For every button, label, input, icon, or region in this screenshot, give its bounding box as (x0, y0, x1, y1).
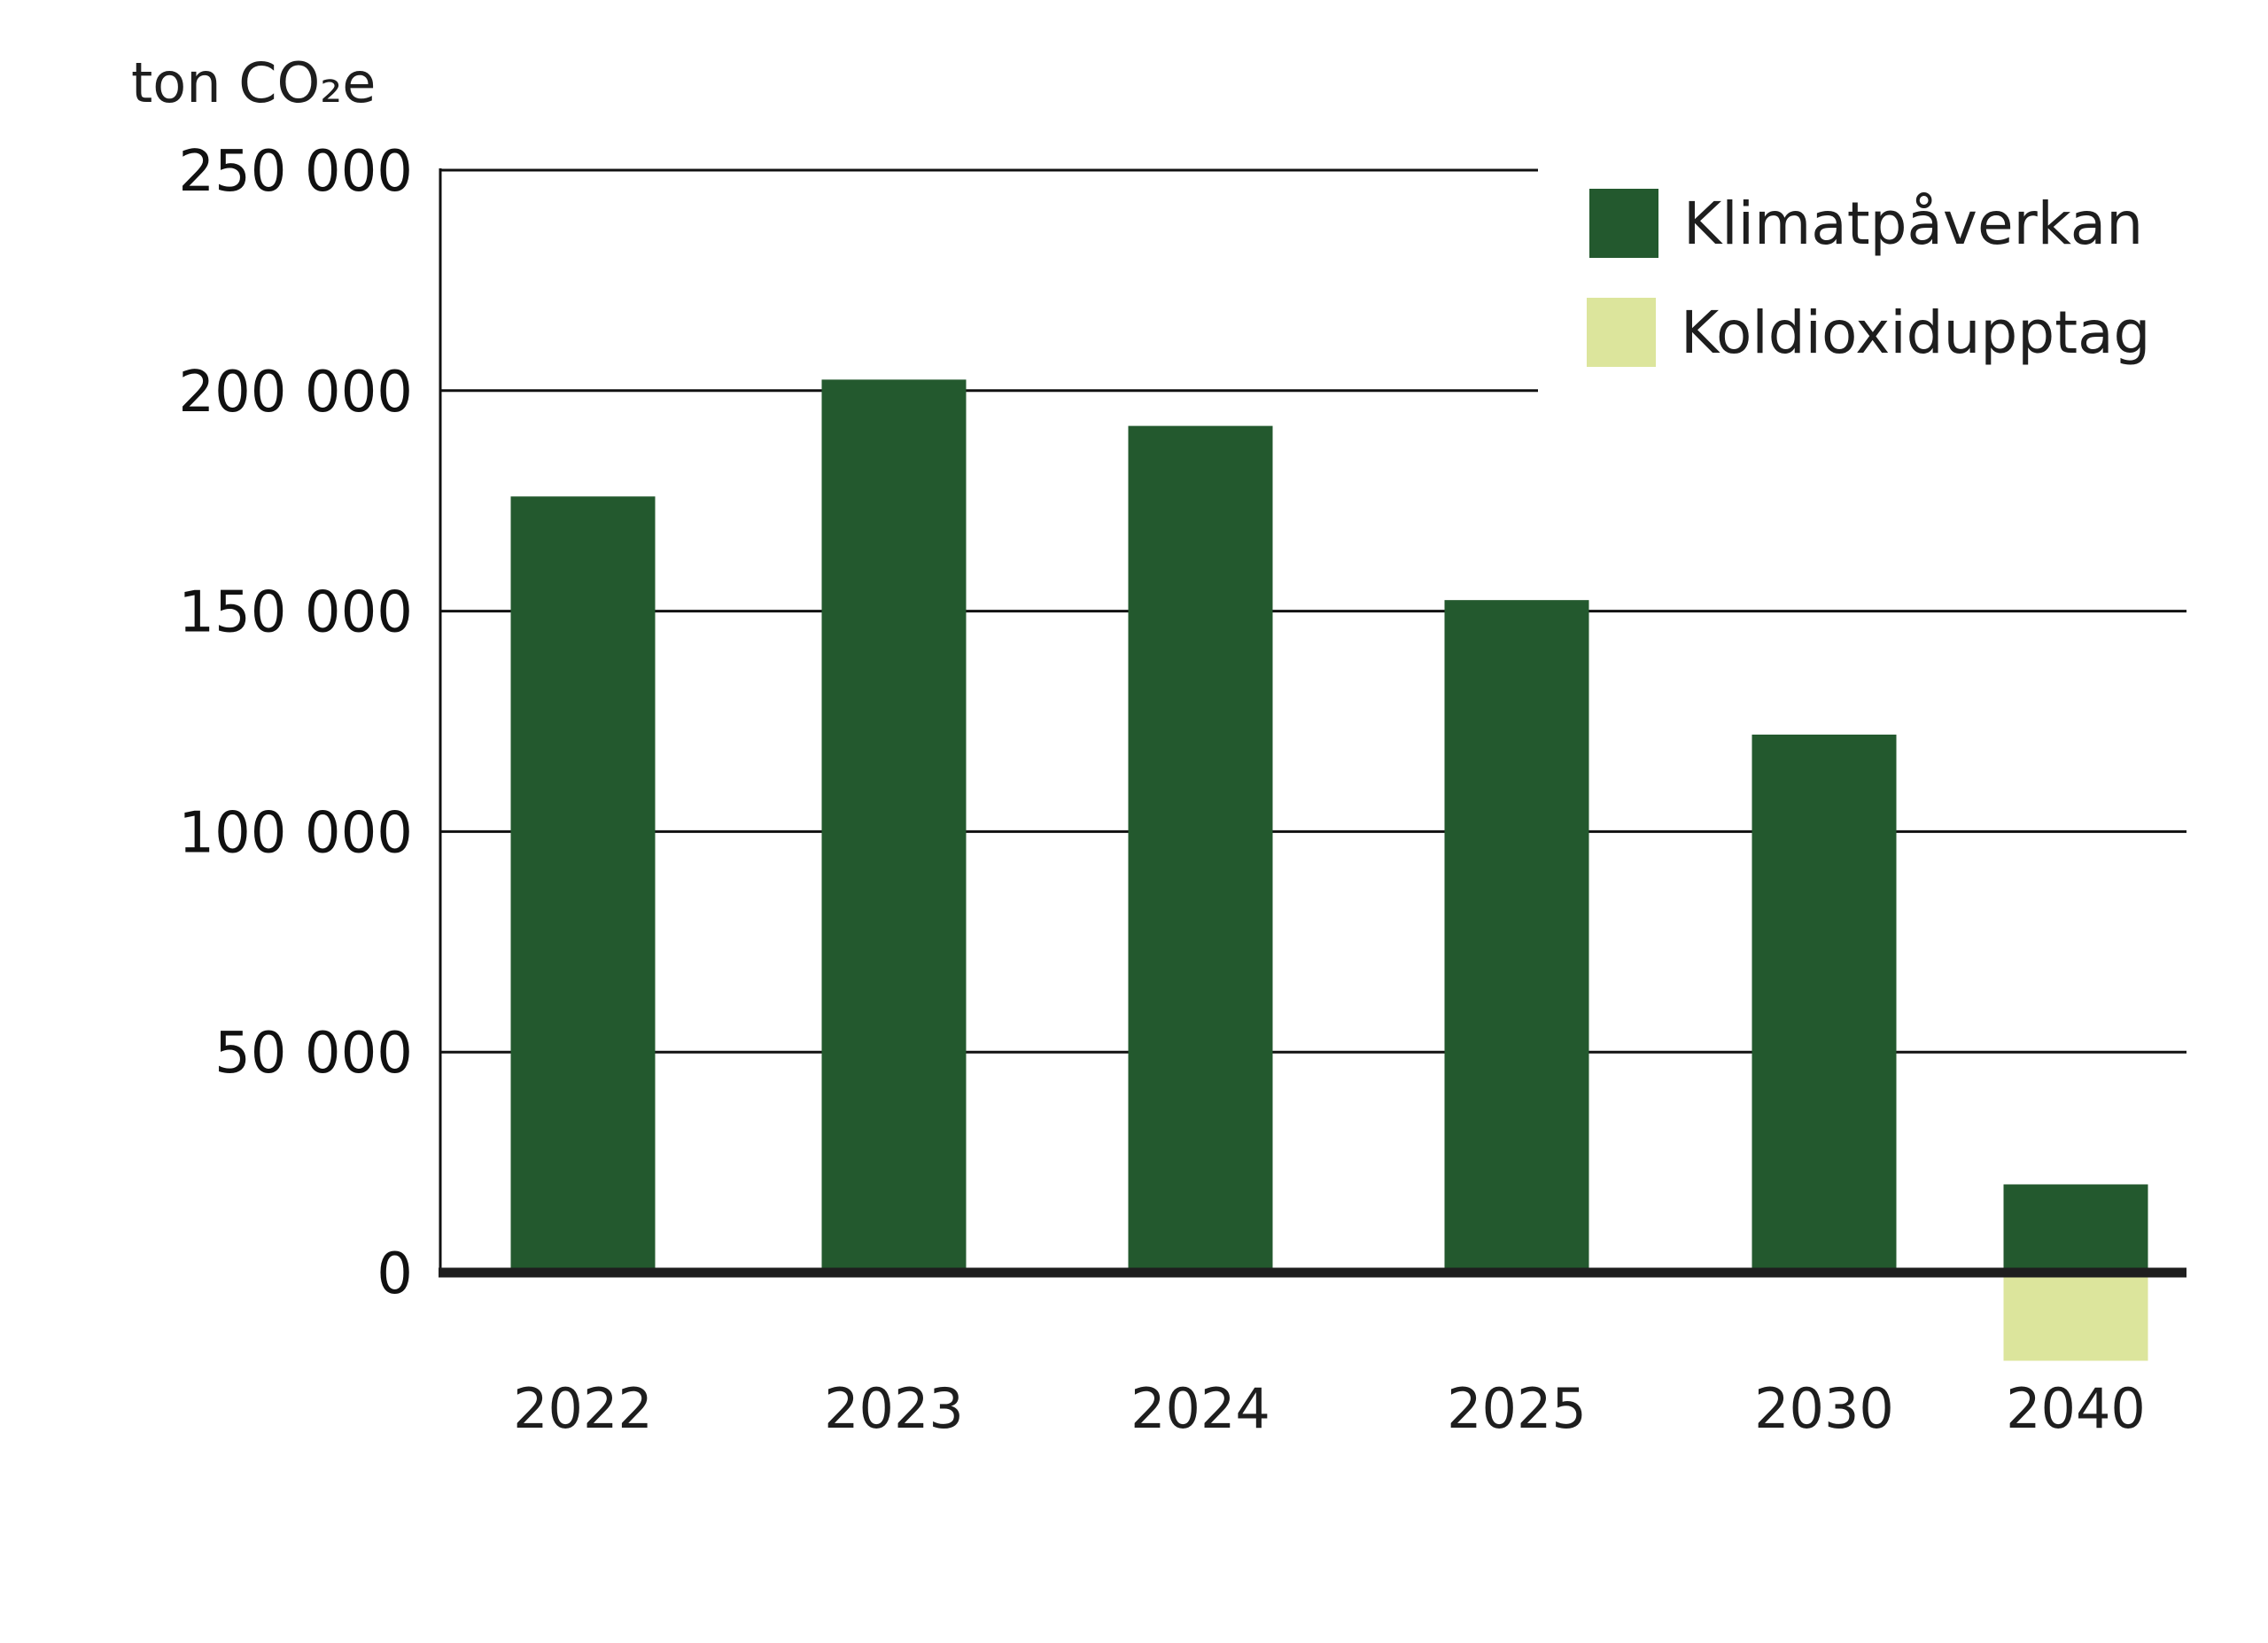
bar-klimatpaverkan-2023 (821, 379, 967, 1273)
bar-klimatpaverkan-2025 (1444, 600, 1589, 1273)
legend-swatch-koldioxidupptag (1587, 298, 1656, 367)
x-tick-label: 2024 (1130, 1376, 1270, 1441)
x-tick-label: 2030 (1754, 1376, 1894, 1441)
legend-label-koldioxidupptag: Koldioxidupptag (1681, 299, 2150, 367)
bar-klimatpaverkan-2040 (2003, 1184, 2148, 1273)
bar-koldioxidupptag-2040 (2003, 1273, 2148, 1361)
legend-swatch-klimatpaverkan (1589, 189, 1658, 258)
y-tick-label: 50 000 (214, 1021, 413, 1086)
y-tick-label: 250 000 (178, 139, 413, 205)
bar-klimatpaverkan-2030 (1751, 734, 1897, 1273)
legend-label-klimatpaverkan: Klimatpåverkan (1683, 190, 2143, 258)
x-tick-label: 2023 (824, 1376, 964, 1441)
y-tick-label: 100 000 (178, 800, 413, 866)
x-tick-label: 2040 (2006, 1376, 2146, 1441)
x-tick-label: 2022 (513, 1376, 653, 1441)
y-tick-label: 150 000 (178, 580, 413, 646)
x-tick-label: 2025 (1447, 1376, 1587, 1441)
legend: Klimatpåverkan Koldioxidupptag (1587, 189, 2150, 367)
y-axis-label: ton CO₂e (131, 51, 376, 115)
bar-klimatpaverkan-2024 (1128, 425, 1273, 1273)
bar-klimatpaverkan-2022 (510, 496, 656, 1273)
y-tick-label: 200 000 (178, 360, 413, 425)
y-tick-label: 0 (377, 1242, 413, 1307)
